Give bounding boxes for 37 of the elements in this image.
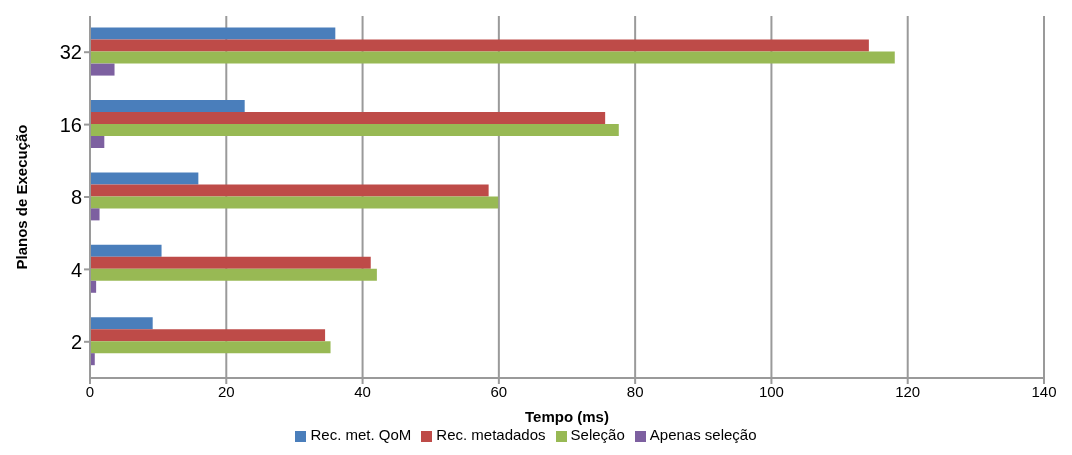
legend-label: Rec. metadados [436,426,546,443]
x-tick-label: 120 [895,382,921,400]
y-tick-label: 16 [59,113,82,136]
bar [90,63,115,76]
bar [90,99,245,112]
bar [90,172,199,185]
bar [90,123,619,136]
legend-label: Apenas seleção [649,426,757,443]
x-tick-label: 40 [354,382,371,400]
bar [90,256,371,269]
y-tick-label: 32 [59,41,82,64]
x-tick-label: 80 [626,382,644,400]
legend-label: Seleção [570,426,625,443]
bar [90,268,377,281]
y-tick-label: 2 [70,330,82,353]
bar [90,27,336,40]
bar [90,196,499,209]
bar [90,341,331,354]
y-tick-label: 8 [70,186,82,209]
x-tick-label: 100 [758,382,784,400]
bar [90,184,489,197]
bar [90,317,153,330]
legend-label: Rec. met. QoM [310,426,412,443]
bar [90,39,869,52]
x-tick-label: 0 [85,382,95,400]
bar [90,51,895,64]
bar [90,329,326,342]
x-tick-label: 140 [1031,382,1057,400]
bar [90,111,606,124]
x-tick-label: 20 [217,382,235,400]
x-axis-title: Tempo (ms) [525,408,609,425]
bar [90,244,162,257]
bar [90,208,100,221]
bar [90,135,105,148]
y-tick-label: 4 [70,258,82,281]
y-axis-title: Planos de Execução [13,124,31,270]
x-tick-label: 60 [490,382,508,400]
